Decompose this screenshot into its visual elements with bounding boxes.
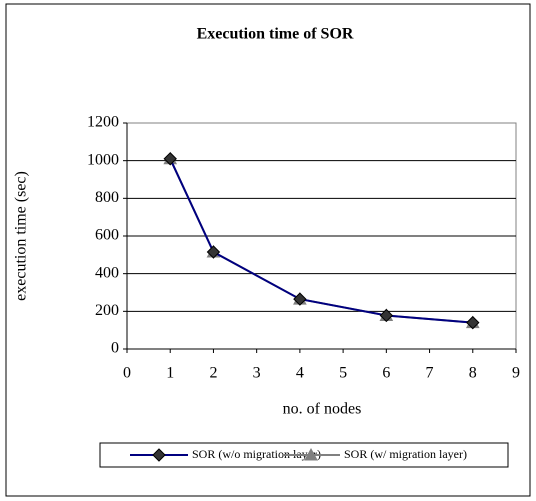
legend-label: SOR (w/o migration layer) — [192, 447, 321, 461]
x-tick-label: 7 — [426, 365, 434, 382]
data-point — [206, 245, 221, 259]
y-tick-label: 1200 — [87, 114, 119, 131]
x-tick-label: 3 — [253, 365, 261, 382]
y-tick-label: 800 — [95, 189, 119, 206]
x-tick-label: 8 — [469, 365, 477, 382]
x-tick-label: 4 — [296, 365, 304, 382]
y-tick-label: 0 — [111, 340, 119, 357]
data-point — [379, 308, 394, 323]
y-tick-label: 1000 — [87, 151, 119, 168]
data-point — [293, 292, 307, 306]
y-tick-label: 600 — [95, 227, 119, 244]
data-point — [163, 152, 177, 166]
y-tick-label: 200 — [95, 302, 119, 319]
x-tick-label: 2 — [209, 365, 217, 382]
legend-marker — [304, 447, 318, 461]
y-axis-label: execution time (sec) — [13, 171, 30, 301]
x-axis-label: no. of nodes — [283, 401, 362, 418]
x-tick-label: 6 — [382, 365, 390, 382]
data-point — [466, 315, 480, 330]
legend-marker — [152, 448, 166, 462]
x-tick-label: 5 — [339, 365, 347, 382]
x-tick-label: 1 — [166, 365, 174, 382]
y-tick-label: 400 — [95, 264, 119, 281]
legend-label: SOR (w/ migration layer) — [344, 447, 467, 461]
x-tick-label: 0 — [123, 365, 131, 382]
chart-title: Execution time of SOR — [197, 26, 354, 43]
x-tick-label: 9 — [512, 365, 520, 382]
